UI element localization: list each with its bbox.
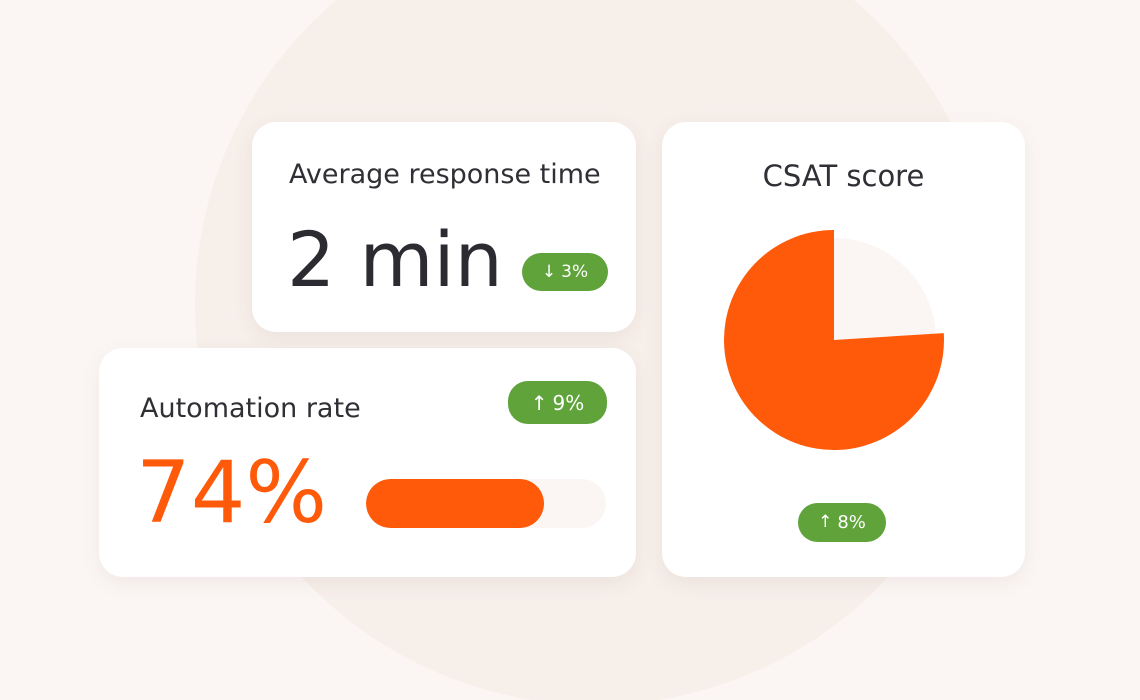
response-time-title: Average response time [289,159,601,190]
csat-change-badge: ↑ 8% [798,503,886,542]
automation-rate-value: 74% [136,443,328,543]
csat-score-card: CSAT score ↑ 8% [662,122,1025,577]
automation-rate-card: Automation rate ↑ 9% 74% [99,348,636,577]
automation-progress-bar [366,479,606,528]
csat-pie-chart [724,230,944,450]
csat-change-text: 8% [837,511,866,533]
automation-rate-change-badge: ↑ 9% [508,381,607,424]
response-time-change-badge: ↓ 3% [522,253,608,291]
response-time-card: Average response time 2 min ↓ 3% [252,122,636,332]
arrow-up-icon: ↑ [818,512,833,532]
response-time-change-text: 3% [561,261,589,282]
arrow-down-icon: ↓ [541,261,557,282]
automation-progress-fill [366,479,544,528]
arrow-up-icon: ↑ [530,390,548,415]
response-time-value: 2 min [287,215,503,304]
csat-score-title: CSAT score [762,159,925,193]
pie-slice-remaining [834,238,936,340]
automation-rate-title: Automation rate [140,393,361,424]
pie-slice-score [724,230,944,450]
automation-rate-change-text: 9% [552,390,585,415]
